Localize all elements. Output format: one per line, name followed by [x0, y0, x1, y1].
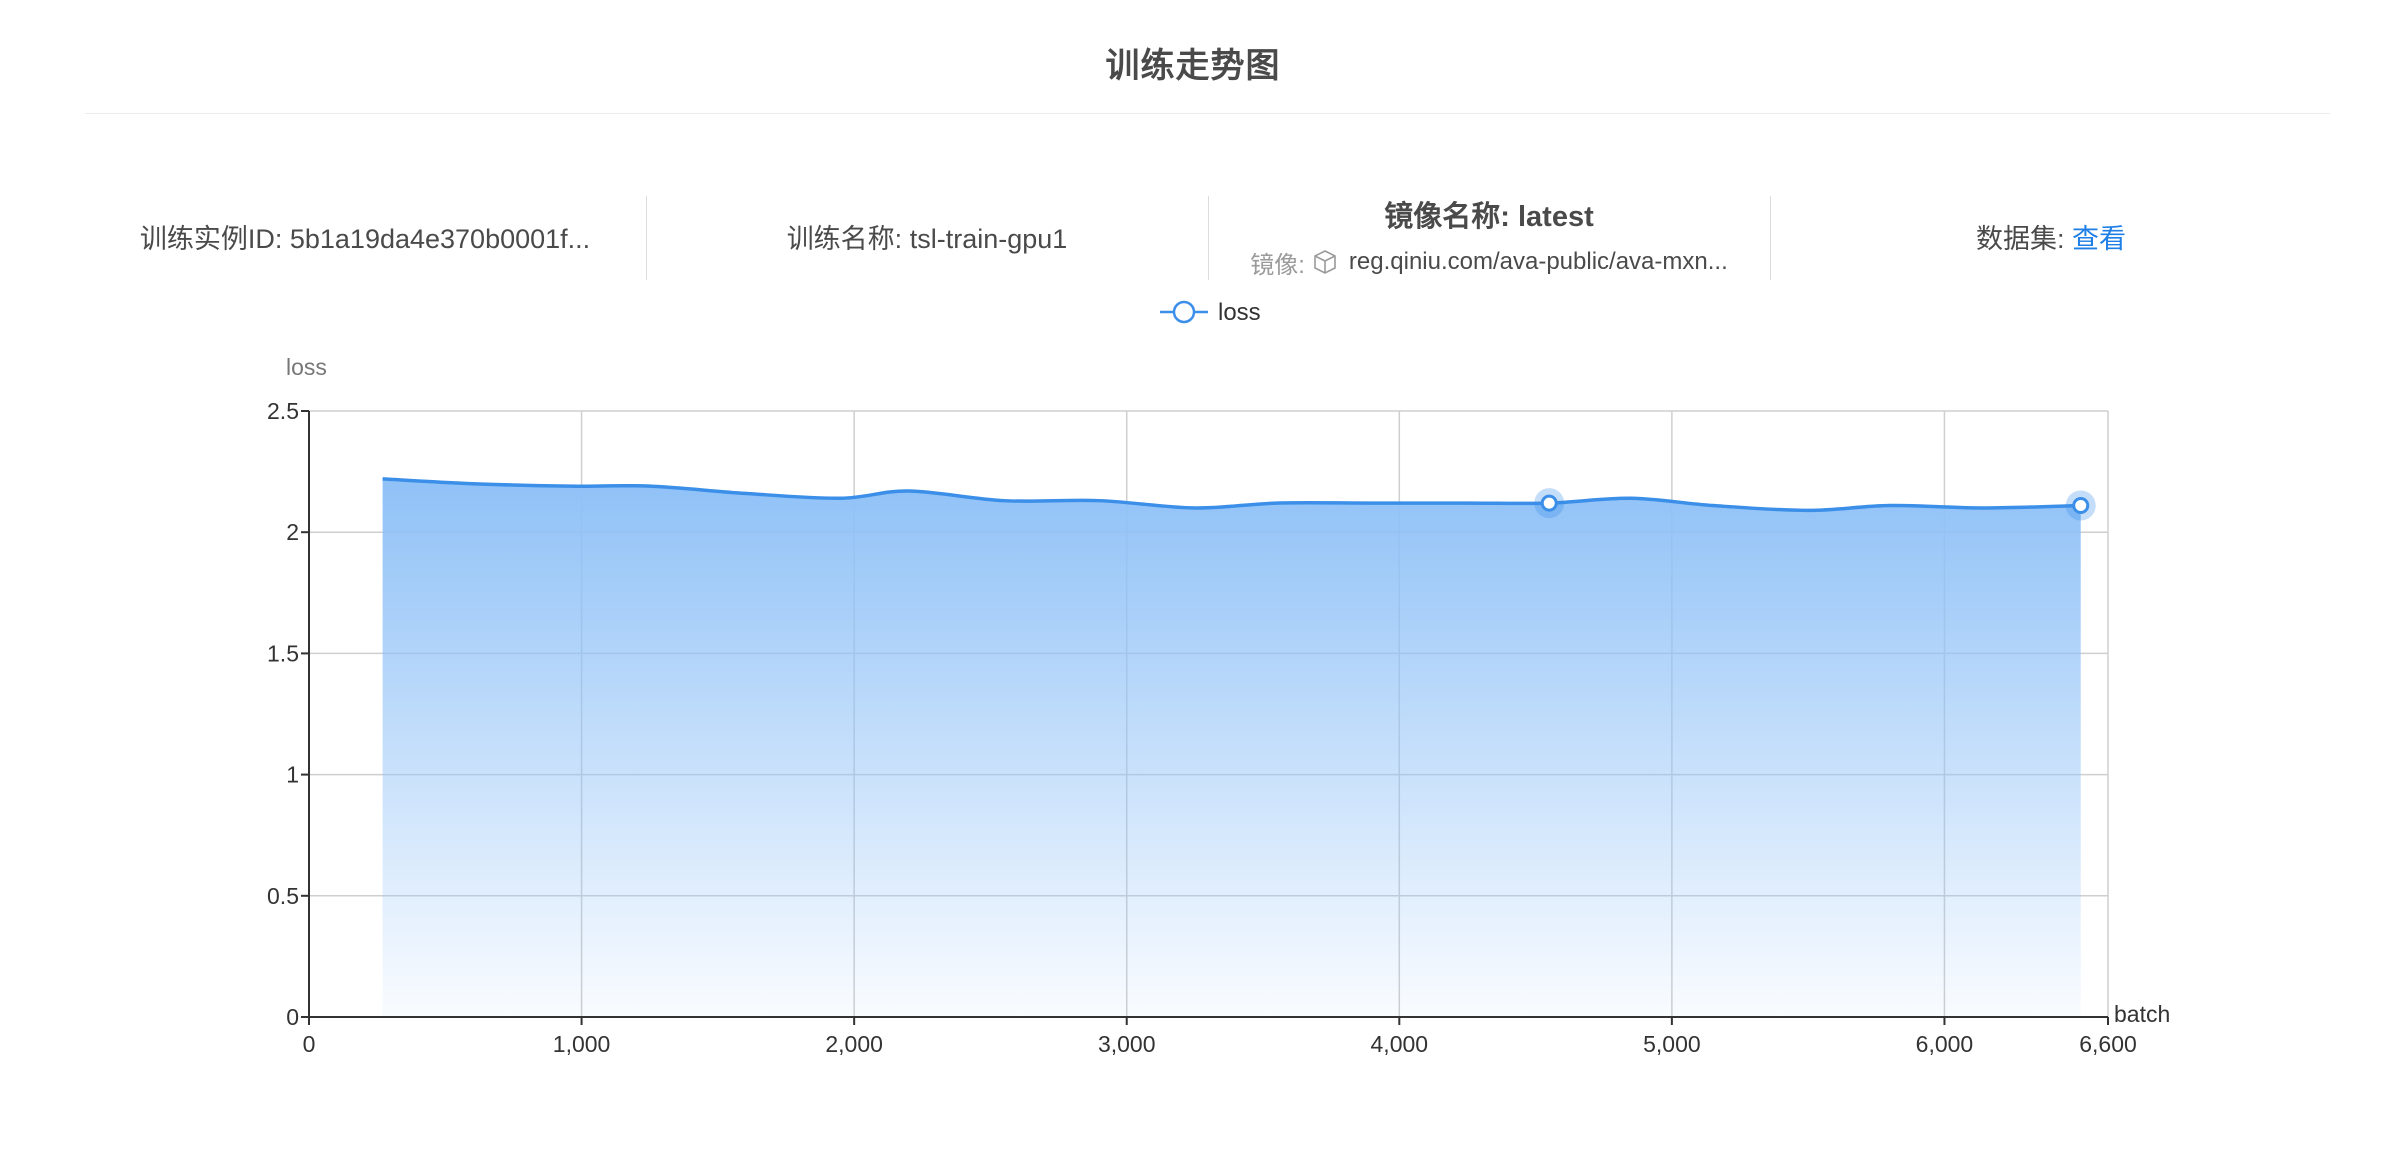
training-name-field: 训练名称: tsl-train-gpu1 — [647, 192, 1207, 280]
y-tick-label: 2.5 — [267, 398, 299, 424]
title-divider — [85, 113, 2330, 114]
image-name-label: 镜像名称: — [1384, 200, 1510, 233]
legend-label: loss — [1218, 299, 1261, 326]
info-divider — [1208, 196, 1209, 280]
training-name-value: tsl-train-gpu1 — [909, 223, 1068, 254]
loss-point — [1540, 494, 1558, 512]
image-label: 镜像: — [1250, 251, 1305, 279]
y-tick-label: 1 — [286, 762, 299, 788]
instance-id-value: 5b1a19da4e370b0001f... — [289, 223, 591, 254]
x-tick-label: 5,000 — [1643, 1031, 1701, 1057]
dataset-label: 数据集: — [1975, 223, 2065, 254]
info-divider — [1770, 196, 1771, 280]
loss-line — [382, 477, 2081, 513]
x-tick-label: 6,600 — [2079, 1031, 2137, 1057]
info-divider — [646, 196, 647, 280]
x-tick-label: 6,000 — [1916, 1031, 1974, 1057]
x-tick-label: 2,000 — [825, 1031, 883, 1057]
y-tick-label: 1.5 — [267, 640, 299, 666]
loss-area — [382, 478, 2081, 1017]
dataset-view-link[interactable]: 查看 — [2072, 223, 2127, 254]
legend-marker — [1172, 300, 1196, 324]
image-field: 镜像名称: latest 镜像: reg.qiniu.com/ava-publi… — [1209, 192, 1769, 280]
y-tick-label: 2 — [286, 519, 299, 545]
x-tick-label: 1,000 — [553, 1031, 611, 1057]
page-title: 训练走势图 — [1105, 47, 1281, 85]
cube-icon — [1311, 248, 1339, 276]
instance-id-label: 训练实例ID: — [139, 223, 283, 254]
dataset-field: 数据集: 查看 — [1771, 192, 2331, 280]
y-tick-label: 0.5 — [267, 883, 299, 909]
x-tick-label: 3,000 — [1098, 1031, 1156, 1057]
x-tick-label: 4,000 — [1371, 1031, 1429, 1057]
training-name-label: 训练名称: — [786, 223, 903, 254]
y-tick-label: 0 — [286, 1004, 299, 1030]
loss-point — [2072, 497, 2090, 515]
x-axis-title: batch — [2114, 1001, 2170, 1027]
instance-id-field: 训练实例ID: 5b1a19da4e370b0001f... — [85, 192, 645, 280]
image-repo-value: reg.qiniu.com/ava-public/ava-mxn... — [1348, 248, 1728, 275]
x-tick-label: 0 — [303, 1031, 316, 1057]
image-name-value: latest — [1517, 200, 1594, 233]
y-axis-title: loss — [286, 354, 327, 380]
